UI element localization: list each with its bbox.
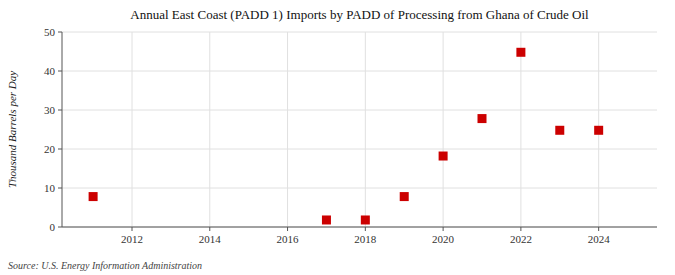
y-tick — [58, 227, 62, 228]
source-note: Source: U.S. Energy Information Administ… — [8, 260, 202, 271]
y-axis-label: Thousand Barrels per Day — [6, 71, 18, 188]
y-tick-label: 20 — [44, 143, 56, 155]
y-grid-line — [62, 71, 657, 72]
x-tick-label: 2012 — [121, 233, 143, 245]
x-tick — [443, 227, 444, 231]
x-grid-line — [443, 32, 444, 227]
x-grid-line — [132, 32, 133, 227]
x-axis-line — [62, 227, 657, 228]
x-tick-label: 2014 — [199, 233, 222, 245]
point — [516, 48, 525, 57]
y-tick-label: 0 — [50, 221, 56, 233]
axes: 2012 2014 2016 2018 2020 2022 2024 0 10 20 30 40 50 — [44, 26, 657, 245]
x-tick-label: 2020 — [432, 233, 455, 245]
x-grid-line — [287, 32, 288, 227]
y-grid-line — [62, 32, 657, 33]
point — [555, 126, 564, 135]
point — [89, 192, 98, 201]
y-tick — [58, 110, 62, 111]
y-tick-label: 10 — [44, 182, 56, 194]
point — [439, 152, 448, 161]
x-tick — [132, 227, 133, 231]
grid — [62, 32, 657, 227]
y-tick — [58, 149, 62, 150]
chart-svg: 2012 2014 2016 2018 2020 2022 2024 0 10 20 30 40 50 A… — [0, 0, 675, 275]
x-grid-line — [520, 32, 521, 227]
y-axis-line — [62, 32, 63, 227]
point — [361, 215, 370, 224]
y-tick — [58, 188, 62, 189]
point — [400, 192, 409, 201]
point — [322, 215, 331, 224]
y-grid-line — [62, 188, 657, 189]
x-tick — [520, 227, 521, 231]
point — [594, 126, 603, 135]
y-tick-label: 50 — [44, 26, 56, 38]
x-tick — [209, 227, 210, 231]
x-tick — [365, 227, 366, 231]
x-grid-line — [209, 32, 210, 227]
y-grid-line — [62, 149, 657, 150]
x-grid-line — [365, 32, 366, 227]
points — [89, 48, 604, 225]
y-tick-label: 40 — [44, 65, 56, 77]
title: Annual East Coast (PADD 1) Imports by PA… — [130, 7, 589, 22]
point — [478, 114, 487, 123]
x-tick — [287, 227, 288, 231]
y-tick — [58, 32, 62, 33]
x-tick — [598, 227, 599, 231]
x-tick-label: 2024 — [588, 233, 611, 245]
y-grid-line — [62, 110, 657, 111]
x-tick-label: 2016 — [277, 233, 300, 245]
x-tick-label: 2022 — [510, 233, 532, 245]
x-tick-label: 2018 — [354, 233, 377, 245]
chart-container: 2012 2014 2016 2018 2020 2022 2024 0 10 20 30 40 50 A… — [0, 0, 675, 275]
y-grid-line — [62, 227, 657, 228]
y-tick — [58, 71, 62, 72]
y-tick-label: 30 — [44, 104, 56, 116]
